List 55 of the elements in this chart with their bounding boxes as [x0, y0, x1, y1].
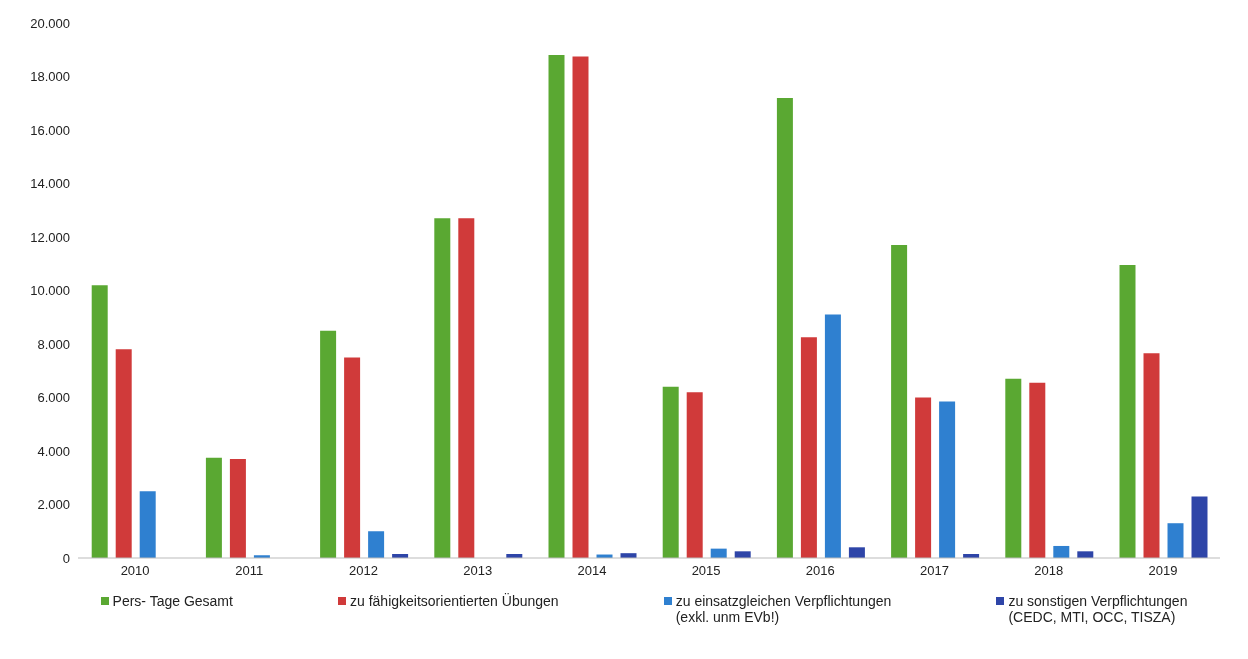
bar — [572, 56, 589, 558]
bar — [1143, 353, 1160, 558]
bar — [1053, 545, 1070, 558]
x-tick-label: 2010 — [120, 563, 150, 579]
bar — [915, 397, 932, 558]
x-tick-label: 2011 — [235, 563, 264, 579]
bar — [115, 349, 132, 558]
bar — [548, 55, 565, 558]
bar — [824, 314, 841, 558]
bar — [458, 218, 475, 558]
x-tick-label: 2014 — [577, 563, 607, 579]
bar — [1077, 551, 1094, 558]
bar — [205, 457, 222, 558]
bar — [368, 531, 385, 558]
bar — [1191, 496, 1208, 558]
y-tick-label: 20.000 — [30, 15, 70, 31]
x-tick-label: 2017 — [920, 563, 949, 579]
bar — [662, 386, 679, 558]
bar — [848, 547, 865, 558]
legend-label: zu einsatzgleichen Verpflichtungen (exkl. unm EVb!) — [675, 593, 892, 625]
y-tick-label: 10.000 — [30, 283, 70, 299]
y-tick-label: 14.000 — [30, 176, 70, 192]
bar — [891, 245, 908, 558]
y-tick-label: 0 — [62, 550, 70, 566]
legend-label: Pers- Tage Gesamt — [112, 593, 233, 609]
bar — [320, 330, 337, 558]
legend-label: zu fähigkeitsorientierten Übungen — [350, 593, 559, 609]
x-tick-label: 2013 — [463, 563, 493, 579]
y-tick-label: 12.000 — [30, 229, 70, 245]
bar — [800, 337, 817, 558]
bar — [344, 357, 361, 558]
bar — [229, 459, 246, 558]
bar — [1005, 378, 1022, 558]
y-tick-label: 16.000 — [30, 122, 70, 138]
x-tick-label: 2019 — [1148, 563, 1178, 579]
bar — [776, 97, 793, 558]
bar — [139, 491, 156, 558]
y-tick-label: 6.000 — [37, 390, 70, 406]
y-tick-label: 18.000 — [30, 69, 70, 85]
y-tick-label: 8.000 — [37, 336, 70, 352]
x-tick-label: 2015 — [691, 563, 721, 579]
x-tick-label: 2018 — [1034, 563, 1064, 579]
y-tick-label: 2.000 — [37, 497, 70, 513]
bar — [1119, 265, 1136, 558]
bar — [91, 285, 108, 558]
bar — [1167, 523, 1184, 558]
bar — [939, 401, 956, 558]
bar — [686, 392, 703, 558]
x-tick-label: 2016 — [805, 563, 835, 579]
bar — [734, 551, 751, 558]
bar — [434, 218, 451, 558]
y-tick-label: 4.000 — [37, 443, 70, 459]
bar — [1029, 382, 1046, 558]
legend-label: zu sonstigen Verpflichtungen (CEDC, MTI, OCC, TISZA) — [1008, 593, 1188, 625]
x-tick-label: 2012 — [349, 563, 378, 579]
